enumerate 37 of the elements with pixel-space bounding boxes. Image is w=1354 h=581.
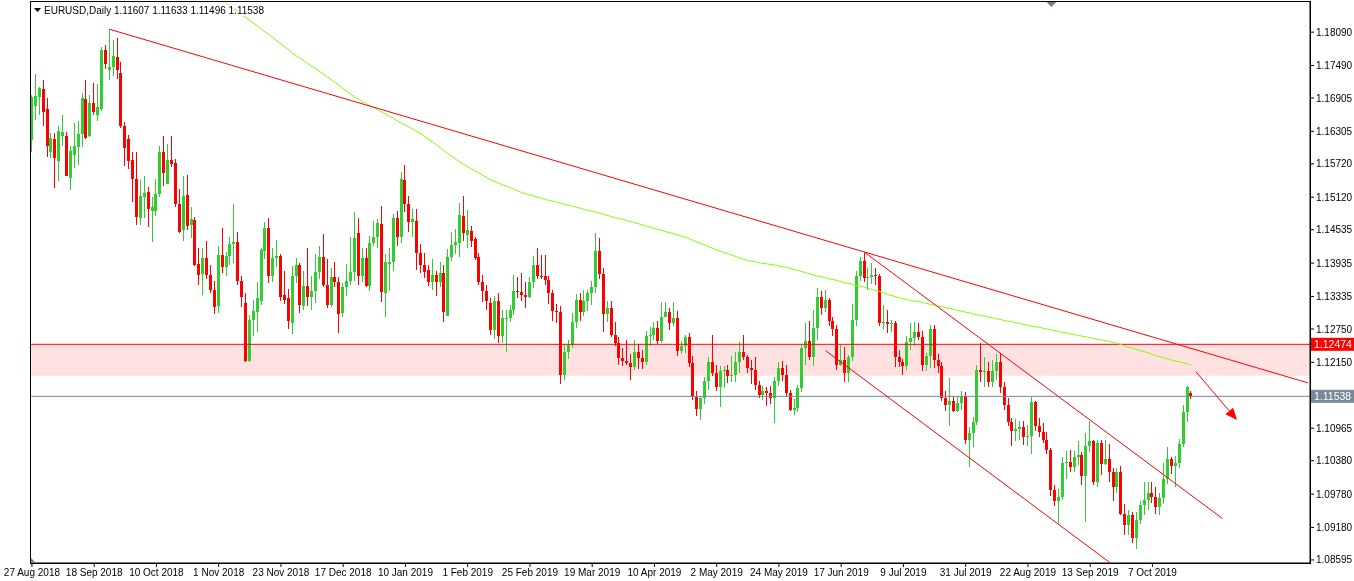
x-tick-label: 10 Apr 2019 [627, 567, 682, 579]
y-tick-label: 1.14535 [1316, 224, 1353, 236]
y-tick-label: 1.15120 [1316, 191, 1353, 203]
x-tick-label: 10 Oct 2018 [129, 567, 185, 579]
ref-line-label: 1.11538 [1314, 390, 1352, 403]
x-tick-label: 24 May 2019 [750, 567, 809, 579]
y-tick-label: 1.12750 [1316, 323, 1353, 335]
ref-line-label: 1.12474 [1314, 338, 1353, 351]
y-tick-label: 1.10380 [1316, 455, 1353, 467]
x-tick-label: 13 Sep 2019 [1061, 567, 1119, 579]
x-tick-label: 23 Nov 2018 [252, 567, 310, 579]
y-tick-label: 1.16305 [1316, 125, 1353, 137]
x-tick-label: 27 Aug 2018 [3, 567, 61, 579]
y-tick-label: 1.15720 [1316, 158, 1353, 170]
y-tick-label: 1.13335 [1316, 291, 1353, 302]
x-tick-label: 17 Dec 2018 [314, 567, 372, 579]
y-tick-label: 1.17490 [1316, 60, 1353, 72]
x-tick-label: 18 Sep 2018 [65, 567, 123, 579]
y-tick-label: 1.10965 [1316, 422, 1353, 434]
x-tick-label: 17 Jun 2019 [813, 567, 870, 579]
y-tick-label: 1.12150 [1316, 356, 1353, 368]
x-tick-label: 7 Oct 2019 [1127, 567, 1178, 579]
x-tick-label: 2 May 2019 [690, 567, 744, 579]
x-tick-label: 25 Feb 2019 [501, 567, 559, 579]
y-tick-label: 1.08595 [1316, 554, 1353, 566]
x-tick-label: 1 Feb 2019 [442, 567, 494, 579]
y-tick-label: 1.09780 [1316, 488, 1353, 500]
y-tick-label: 1.13935 [1316, 257, 1353, 269]
x-tick-label: 31 Jul 2019 [939, 567, 992, 579]
x-tick-label: 19 Mar 2019 [564, 567, 621, 579]
x-tick-label: 10 Jan 2019 [377, 567, 434, 579]
x-tick-label: 9 Jul 2019 [880, 567, 927, 579]
y-tick-label: 1.18090 [1316, 26, 1353, 38]
x-tick-label: 22 Aug 2019 [999, 567, 1057, 579]
y-tick-label: 1.09180 [1316, 521, 1353, 533]
y-tick-label: 1.16905 [1316, 92, 1353, 104]
x-tick-label: 1 Nov 2018 [193, 567, 245, 579]
